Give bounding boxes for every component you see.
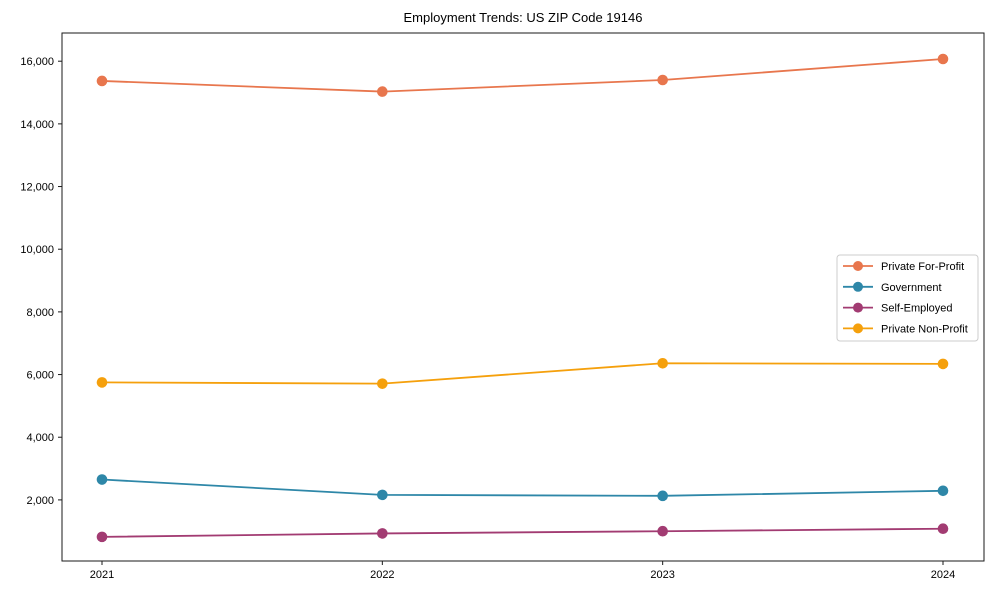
y-axis-tick-label: 2,000 — [26, 495, 54, 507]
data-point-government — [96, 474, 108, 485]
data-point-private-for-profit — [377, 86, 388, 97]
data-point-private-for-profit — [657, 74, 668, 86]
series-line-private-for-profit — [101, 58, 944, 93]
legend-marker — [853, 261, 863, 271]
legend-box — [836, 254, 979, 342]
y-axis-tick-label: 6,000 — [26, 370, 54, 382]
legend-label: Private For-Profit — [881, 261, 964, 273]
data-point-private-non-profit — [937, 358, 949, 370]
legend-marker — [853, 281, 863, 292]
legend-marker — [853, 323, 863, 334]
x-axis-tick-label: 2022 — [370, 569, 394, 581]
legend-marker — [853, 302, 863, 313]
x-axis-tick-label: 2024 — [931, 569, 955, 581]
y-axis-tick-label: 4,000 — [26, 432, 54, 444]
chart-title: Employment Trends: US ZIP Code 19146 — [403, 10, 643, 25]
series-line-government — [101, 478, 944, 497]
legend-label: Government — [881, 282, 942, 294]
data-point-private-for-profit — [96, 75, 108, 87]
data-point-government — [937, 485, 949, 497]
x-axis-tick-label: 2021 — [90, 569, 114, 581]
data-point-private-non-profit — [377, 378, 388, 389]
x-axis-tick-label: 2023 — [650, 569, 674, 581]
data-point-government — [377, 489, 388, 501]
data-point-private-non-profit — [96, 377, 108, 388]
y-axis-tick-label: 10,000 — [20, 244, 54, 256]
data-point-self-employed — [96, 531, 108, 543]
data-point-government — [657, 490, 668, 502]
y-axis-tick-label: 8,000 — [26, 307, 54, 319]
data-point-self-employed — [657, 525, 668, 537]
data-point-private-for-profit — [937, 53, 949, 65]
series-line-private-non-profit — [101, 362, 944, 385]
y-axis-tick-label: 16,000 — [20, 56, 54, 68]
series-line-self-employed — [101, 527, 944, 538]
data-point-self-employed — [937, 523, 949, 535]
data-point-private-non-profit — [657, 357, 668, 369]
legend-label: Self-Employed — [881, 303, 953, 315]
y-axis-tick-label: 14,000 — [20, 119, 54, 131]
plot-border — [61, 32, 985, 562]
legend-label: Private Non-Profit — [881, 323, 968, 335]
y-axis-tick-label: 12,000 — [20, 182, 54, 194]
data-point-self-employed — [377, 528, 388, 539]
